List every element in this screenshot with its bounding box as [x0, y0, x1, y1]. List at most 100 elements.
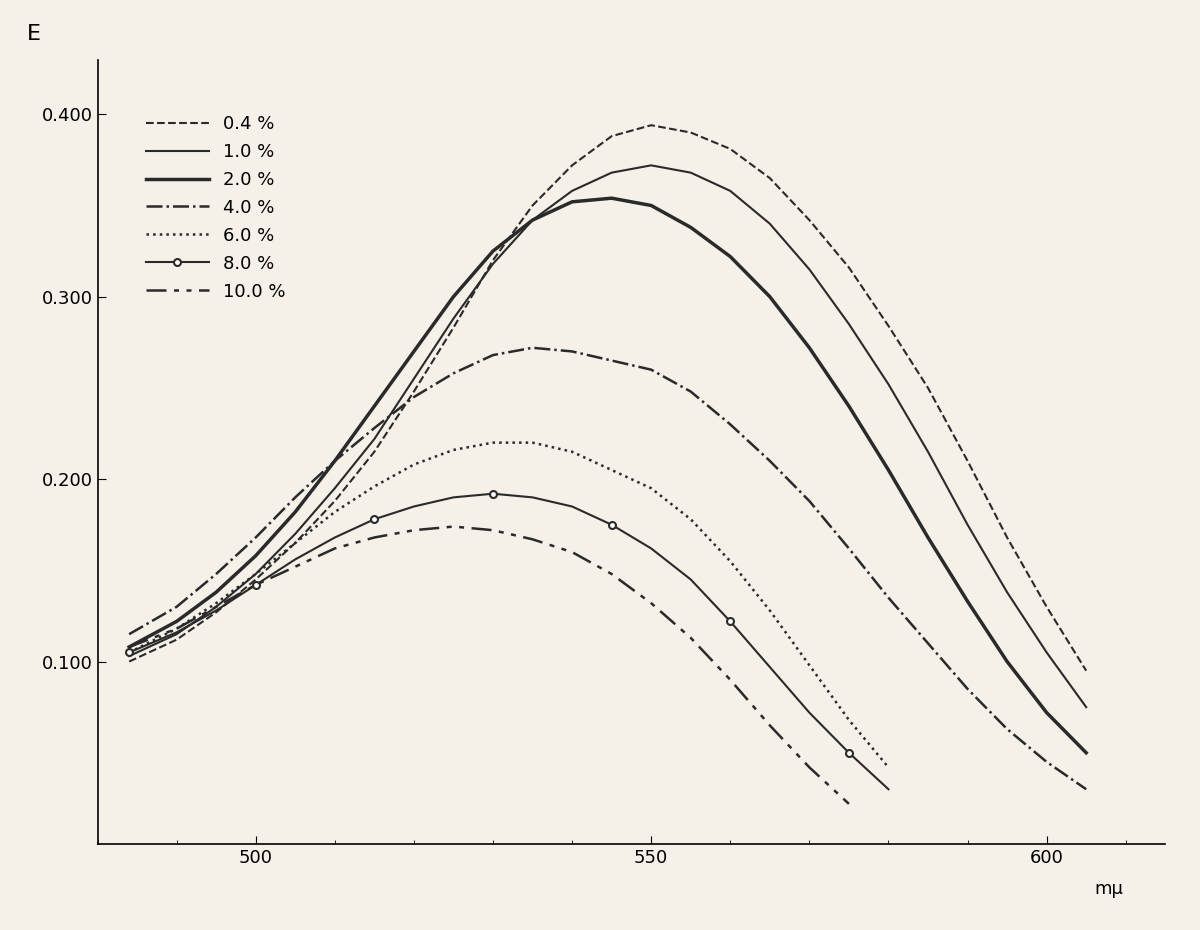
8.0 %	[446, 492, 461, 503]
6.0 %	[288, 538, 302, 549]
8.0 %	[288, 553, 302, 565]
4.0 %	[209, 568, 223, 579]
1.0 %	[724, 185, 738, 196]
4.0 %	[367, 422, 382, 433]
1.0 %	[644, 160, 659, 171]
8.0 %	[248, 579, 263, 591]
Line: 2.0 %: 2.0 %	[130, 198, 1086, 752]
2.0 %	[328, 456, 342, 467]
2.0 %	[1000, 656, 1014, 667]
0.4 %	[841, 262, 856, 273]
1.0 %	[486, 259, 500, 270]
6.0 %	[684, 513, 698, 525]
1.0 %	[288, 528, 302, 539]
0.4 %	[288, 538, 302, 549]
8.0 %	[526, 492, 540, 503]
0.4 %	[1039, 601, 1054, 612]
4.0 %	[724, 418, 738, 430]
4.0 %	[802, 496, 816, 507]
1.0 %	[367, 433, 382, 445]
Line: 1.0 %: 1.0 %	[130, 166, 1086, 707]
8.0 %	[841, 747, 856, 758]
4.0 %	[684, 386, 698, 397]
2.0 %	[169, 616, 184, 627]
1.0 %	[1039, 647, 1054, 658]
10.0 %	[763, 720, 778, 731]
2.0 %	[1039, 707, 1054, 718]
Line: 4.0 %: 4.0 %	[130, 348, 1086, 790]
8.0 %	[486, 488, 500, 499]
6.0 %	[486, 437, 500, 448]
10.0 %	[169, 623, 184, 634]
6.0 %	[763, 604, 778, 616]
Line: 10.0 %: 10.0 %	[130, 526, 848, 804]
10.0 %	[122, 642, 137, 653]
4.0 %	[644, 364, 659, 375]
1.0 %	[328, 483, 342, 494]
6.0 %	[644, 483, 659, 494]
0.4 %	[486, 255, 500, 266]
0.4 %	[724, 143, 738, 154]
2.0 %	[841, 401, 856, 412]
4.0 %	[960, 684, 974, 695]
2.0 %	[565, 196, 580, 207]
2.0 %	[1079, 747, 1093, 758]
6.0 %	[328, 506, 342, 517]
8.0 %	[763, 661, 778, 672]
6.0 %	[724, 555, 738, 566]
6.0 %	[526, 437, 540, 448]
10.0 %	[684, 632, 698, 644]
10.0 %	[486, 525, 500, 536]
1.0 %	[446, 313, 461, 325]
10.0 %	[724, 674, 738, 685]
10.0 %	[644, 598, 659, 609]
2.0 %	[644, 200, 659, 211]
0.4 %	[209, 606, 223, 618]
4.0 %	[248, 532, 263, 543]
2.0 %	[367, 401, 382, 412]
0.4 %	[644, 120, 659, 131]
0.4 %	[802, 215, 816, 226]
10.0 %	[248, 579, 263, 591]
10.0 %	[841, 798, 856, 809]
8.0 %	[724, 616, 738, 627]
6.0 %	[407, 458, 421, 470]
4.0 %	[526, 342, 540, 353]
8.0 %	[169, 627, 184, 638]
0.4 %	[122, 656, 137, 667]
2.0 %	[763, 291, 778, 302]
6.0 %	[209, 598, 223, 609]
10.0 %	[565, 547, 580, 558]
4.0 %	[288, 492, 302, 503]
4.0 %	[1079, 784, 1093, 795]
4.0 %	[881, 592, 895, 604]
4.0 %	[446, 367, 461, 379]
8.0 %	[684, 574, 698, 585]
2.0 %	[486, 246, 500, 257]
8.0 %	[367, 513, 382, 525]
1.0 %	[565, 185, 580, 196]
0.4 %	[920, 382, 935, 393]
6.0 %	[881, 762, 895, 773]
4.0 %	[920, 638, 935, 649]
4.0 %	[1039, 756, 1054, 767]
0.4 %	[881, 320, 895, 331]
2.0 %	[960, 596, 974, 607]
2.0 %	[526, 215, 540, 226]
8.0 %	[328, 532, 342, 543]
4.0 %	[122, 629, 137, 640]
1.0 %	[407, 373, 421, 384]
8.0 %	[802, 707, 816, 718]
6.0 %	[446, 445, 461, 456]
4.0 %	[565, 346, 580, 357]
1.0 %	[605, 167, 619, 179]
6.0 %	[605, 464, 619, 475]
10.0 %	[605, 568, 619, 579]
1.0 %	[209, 601, 223, 612]
10.0 %	[407, 525, 421, 536]
2.0 %	[920, 532, 935, 543]
4.0 %	[486, 350, 500, 361]
10.0 %	[367, 532, 382, 543]
1.0 %	[841, 318, 856, 329]
2.0 %	[724, 251, 738, 262]
